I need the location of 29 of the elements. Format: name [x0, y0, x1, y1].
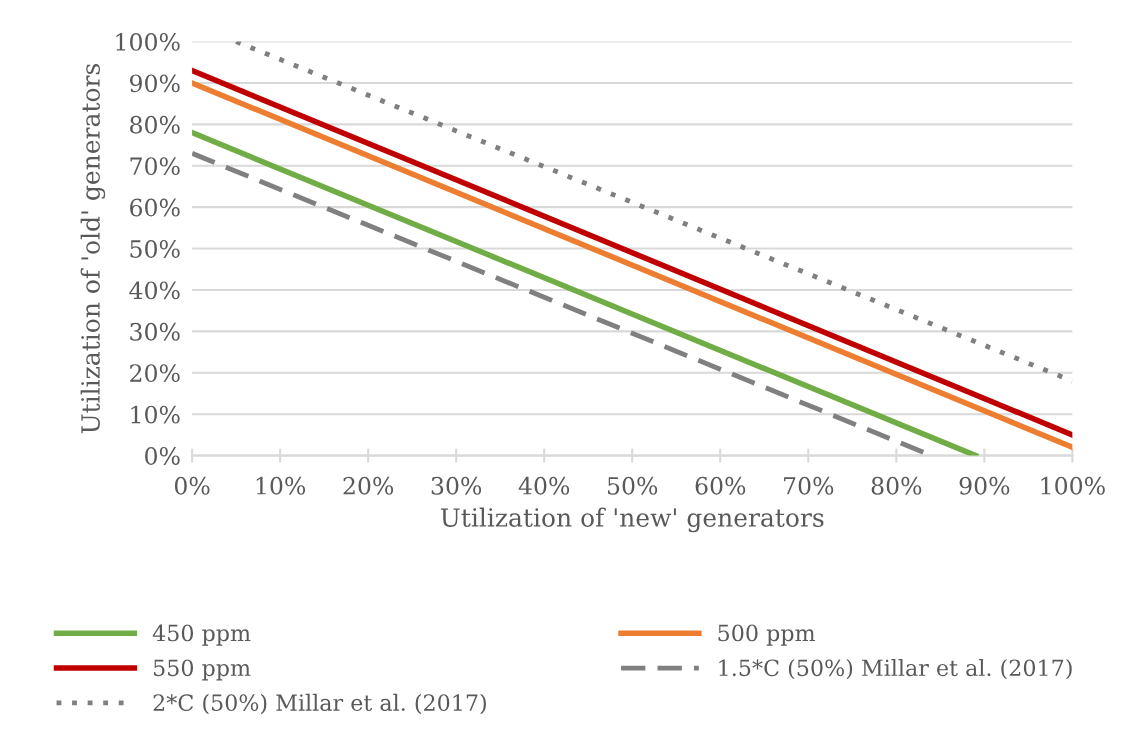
x-tick-label: 90% [959, 476, 1010, 495]
x-axis-title: Utilization of 'new' generators [440, 507, 824, 533]
y-tick-label: 0% [145, 447, 180, 465]
y-tick-label: 90% [130, 74, 180, 93]
legend-label: 450 ppm [152, 624, 251, 646]
legend-label: 550 ppm [153, 659, 251, 681]
y-tick-label: 10% [131, 405, 180, 424]
x-tick-label: 70% [784, 476, 834, 495]
y-tick-label: 100% [116, 33, 180, 51]
y-tick-label: 60% [130, 198, 180, 217]
x-tick-label: 50% [608, 476, 658, 495]
y-tick-label: 80% [130, 115, 180, 134]
x-tick-label: 40% [518, 476, 570, 495]
legend-label: 1.5*C (50%) Millar et al. (2017) [719, 658, 1072, 680]
y-tick-label: 50% [130, 240, 180, 258]
x-tick-label: 0% [174, 476, 210, 495]
x-tick-label: 100% [1041, 476, 1105, 495]
x-tick-label: 10% [256, 476, 306, 495]
y-tick-label: 70% [130, 157, 180, 176]
x-tick-label: 30% [431, 476, 482, 495]
x-tick-label: 60% [695, 476, 746, 495]
y-tick-label: 30% [130, 322, 180, 341]
legend-label: 500 ppm [718, 624, 816, 646]
x-tick-label: 20% [343, 476, 394, 495]
x-tick-label: 80% [871, 476, 922, 495]
y-tick-label: 20% [130, 364, 180, 383]
y-axis-title: Utilization of 'old' generators [80, 63, 106, 434]
y-tick-label: 40% [129, 281, 180, 300]
legend-label: 2*C (50%) Millar et al. (2017) [153, 693, 486, 715]
